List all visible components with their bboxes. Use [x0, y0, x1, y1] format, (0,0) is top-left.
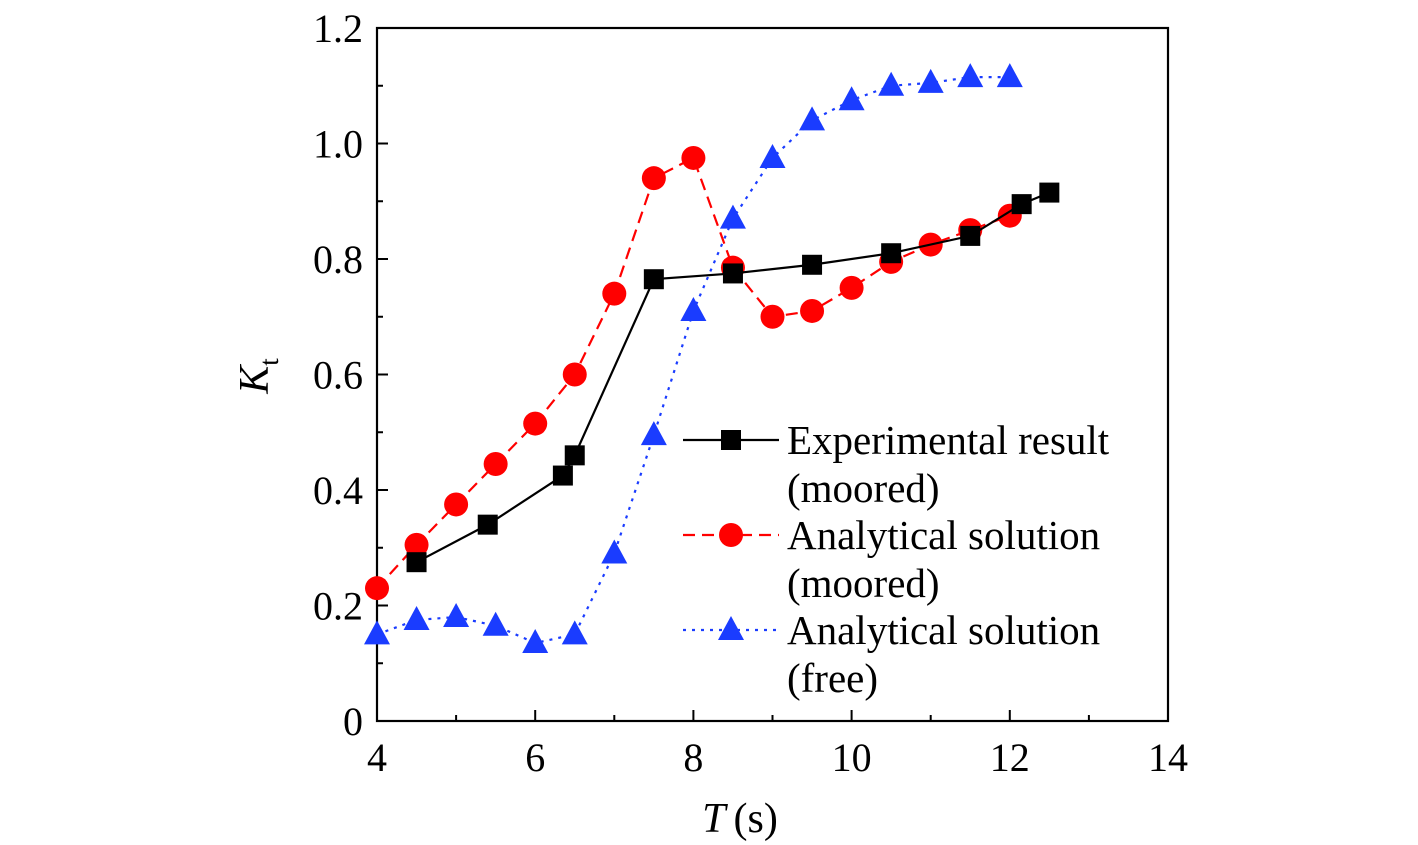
data-point: [760, 304, 785, 329]
data-point: [1039, 182, 1060, 203]
data-point: [800, 298, 825, 323]
legend-label-line2: (free): [787, 655, 878, 701]
data-point: [799, 106, 826, 131]
legend-entry-1: Analytical solution(moored): [683, 512, 1100, 606]
legend-label-line2: (moored): [787, 465, 940, 511]
y-axis-symbol: K: [232, 364, 278, 395]
data-point: [802, 254, 823, 275]
data-point: [641, 166, 666, 191]
series-1: [365, 145, 1022, 601]
data-point: [444, 492, 469, 517]
data-point: [404, 532, 429, 557]
x-tick-label: 10: [832, 735, 872, 780]
legend: Experimental result(moored)Analytical so…: [683, 417, 1110, 701]
y-tick-label: 0.6: [313, 353, 363, 398]
data-point: [681, 145, 706, 170]
legend-marker: [719, 523, 743, 547]
y-tick-label: 0.2: [313, 584, 363, 629]
x-axis-title: T (s): [702, 796, 778, 842]
data-point: [443, 603, 470, 628]
data-point: [561, 620, 588, 645]
data-point: [477, 514, 498, 535]
series-layer: [364, 63, 1060, 654]
data-point: [602, 281, 627, 306]
x-tick-label: 4: [367, 735, 387, 780]
data-point: [406, 552, 427, 573]
series-line: [376, 156, 1011, 589]
legend-label-line1: Analytical solution: [787, 607, 1100, 653]
data-point: [680, 296, 707, 321]
data-point: [722, 263, 743, 284]
data-point: [640, 421, 667, 446]
data-point: [1011, 194, 1032, 215]
y-axis-subscript: t: [254, 358, 284, 366]
data-point: [522, 629, 549, 654]
data-point: [552, 465, 573, 486]
y-tick-label: 0: [343, 699, 363, 744]
legend-entry-2: Analytical solution(free): [683, 607, 1100, 701]
x-tick-label: 8: [683, 735, 703, 780]
data-point: [601, 539, 628, 564]
data-point: [643, 269, 664, 290]
data-point: [957, 63, 984, 88]
data-point: [523, 411, 548, 436]
x-tick-label: 14: [1148, 735, 1188, 780]
y-tick-label: 1.0: [313, 122, 363, 167]
legend-marker: [718, 616, 744, 640]
y-tick-label: 0.8: [313, 237, 363, 282]
x-tick-label: 6: [525, 735, 545, 780]
data-point: [564, 445, 585, 466]
legend-label-line1: Analytical solution: [787, 512, 1100, 558]
x-axis-unit: (s): [734, 796, 778, 842]
y-axis-ticks: 0 0.2 0.4 0.6 0.8 1.0 1.2: [313, 6, 388, 744]
data-point: [996, 63, 1023, 88]
y-tick-label: 1.2: [313, 6, 363, 51]
series-line: [416, 191, 1050, 564]
data-point: [365, 576, 389, 601]
data-point: [960, 225, 981, 246]
data-point: [719, 204, 746, 229]
x-axis-ticks: 4 6 8 10 12 14: [367, 710, 1188, 780]
legend-entry-0: Experimental result(moored): [683, 417, 1110, 511]
legend-marker: [721, 430, 741, 450]
data-point: [838, 86, 865, 111]
series-0: [406, 182, 1060, 573]
y-tick-label: 0.4: [313, 468, 363, 513]
data-point: [759, 143, 786, 168]
legend-label-line2: (moored): [787, 560, 940, 606]
data-point: [917, 68, 944, 93]
x-tick-label: 12: [990, 735, 1030, 780]
data-point: [482, 611, 509, 636]
y-axis-title: Kt: [232, 358, 284, 395]
data-point: [483, 452, 508, 477]
data-point: [562, 362, 587, 387]
data-point: [364, 620, 390, 645]
data-point: [839, 275, 864, 300]
data-point: [881, 243, 902, 264]
legend-label-line1: Experimental result: [787, 417, 1110, 463]
x-axis-symbol: T: [702, 796, 728, 842]
data-point: [403, 605, 430, 630]
series-2: [364, 63, 1023, 654]
data-point: [878, 71, 905, 96]
